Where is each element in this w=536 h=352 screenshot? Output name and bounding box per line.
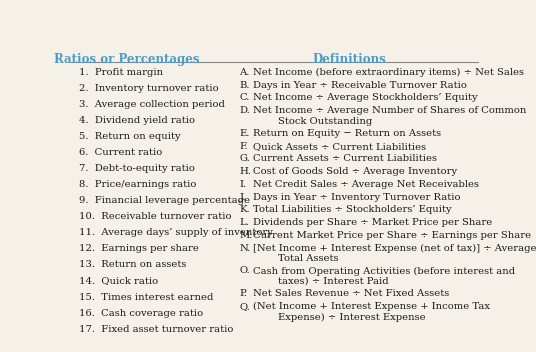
Text: I.: I. <box>240 180 247 189</box>
Text: J.: J. <box>240 193 246 202</box>
Text: A.: A. <box>240 68 250 77</box>
Text: (Net Income + Interest Expense + Income Tax
        Expense) ÷ Interest Expense: (Net Income + Interest Expense + Income … <box>253 302 490 322</box>
Text: E.: E. <box>240 129 250 138</box>
Text: P.: P. <box>240 289 247 298</box>
Text: Definitions: Definitions <box>312 52 386 65</box>
Text: Current Assets ÷ Current Liabilities: Current Assets ÷ Current Liabilities <box>253 155 437 163</box>
Text: Days in Year ÷ Inventory Turnover Ratio: Days in Year ÷ Inventory Turnover Ratio <box>253 193 460 202</box>
Text: 3.  Average collection period: 3. Average collection period <box>79 100 225 109</box>
Text: 14.  Quick ratio: 14. Quick ratio <box>79 277 159 285</box>
Text: Dividends per Share ÷ Market Price per Share: Dividends per Share ÷ Market Price per S… <box>253 218 493 227</box>
Text: Net Income ÷ Average Number of Shares of Common
        Stock Outstanding: Net Income ÷ Average Number of Shares of… <box>253 106 526 126</box>
Text: 8.  Price/earnings ratio: 8. Price/earnings ratio <box>79 180 197 189</box>
Text: O.: O. <box>240 266 250 275</box>
Text: 17.  Fixed asset turnover ratio: 17. Fixed asset turnover ratio <box>79 325 234 334</box>
Text: Current Market Price per Share ÷ Earnings per Share: Current Market Price per Share ÷ Earning… <box>253 231 531 240</box>
Text: 15.  Times interest earned: 15. Times interest earned <box>79 293 214 302</box>
Text: Quick Assets ÷ Current Liabilities: Quick Assets ÷ Current Liabilities <box>253 142 426 151</box>
Text: Total Liabilities ÷ Stockholders’ Equity: Total Liabilities ÷ Stockholders’ Equity <box>253 206 452 214</box>
Text: Cost of Goods Sold ÷ Average Inventory: Cost of Goods Sold ÷ Average Inventory <box>253 167 457 176</box>
Text: Net Credit Sales ÷ Average Net Receivables: Net Credit Sales ÷ Average Net Receivabl… <box>253 180 479 189</box>
Text: Net Sales Revenue ÷ Net Fixed Assets: Net Sales Revenue ÷ Net Fixed Assets <box>253 289 449 298</box>
Text: Cash from Operating Activities (before interest and
        taxes) ÷ Interest Pa: Cash from Operating Activities (before i… <box>253 266 515 286</box>
Text: G.: G. <box>240 155 250 163</box>
Text: Net Income ÷ Average Stockholders’ Equity: Net Income ÷ Average Stockholders’ Equit… <box>253 94 478 102</box>
Text: 10.  Receivable turnover ratio: 10. Receivable turnover ratio <box>79 212 232 221</box>
Text: H.: H. <box>240 167 251 176</box>
Text: 5.  Return on equity: 5. Return on equity <box>79 132 181 141</box>
Text: 9.  Financial leverage percentage: 9. Financial leverage percentage <box>79 196 250 205</box>
Text: 11.  Average days’ supply of inventory: 11. Average days’ supply of inventory <box>79 228 273 237</box>
Text: Return on Equity − Return on Assets: Return on Equity − Return on Assets <box>253 129 441 138</box>
Text: 6.  Current ratio: 6. Current ratio <box>79 148 163 157</box>
Text: N.: N. <box>240 244 251 253</box>
Text: B.: B. <box>240 81 250 90</box>
Text: 7.  Debt-to-equity ratio: 7. Debt-to-equity ratio <box>79 164 195 173</box>
Text: M.: M. <box>240 231 253 240</box>
Text: 4.  Dividend yield ratio: 4. Dividend yield ratio <box>79 116 196 125</box>
Text: 1.  Profit margin: 1. Profit margin <box>79 68 163 77</box>
Text: L.: L. <box>240 218 249 227</box>
Text: 16.  Cash coverage ratio: 16. Cash coverage ratio <box>79 309 204 318</box>
Text: 12.  Earnings per share: 12. Earnings per share <box>79 244 199 253</box>
Text: F.: F. <box>240 142 248 151</box>
Text: 2.  Inventory turnover ratio: 2. Inventory turnover ratio <box>79 84 219 93</box>
Text: Net Income (before extraordinary items) ÷ Net Sales: Net Income (before extraordinary items) … <box>253 68 524 77</box>
Text: Ratios or Percentages: Ratios or Percentages <box>55 52 200 65</box>
Text: Q.: Q. <box>240 302 250 311</box>
Text: C.: C. <box>240 94 250 102</box>
Text: D.: D. <box>240 106 250 115</box>
Text: Days in Year ÷ Receivable Turnover Ratio: Days in Year ÷ Receivable Turnover Ratio <box>253 81 467 90</box>
Text: K.: K. <box>240 206 250 214</box>
Text: 13.  Return on assets: 13. Return on assets <box>79 260 187 270</box>
Text: [Net Income + Interest Expense (net of tax)] ÷ Average
        Total Assets: [Net Income + Interest Expense (net of t… <box>253 244 536 263</box>
